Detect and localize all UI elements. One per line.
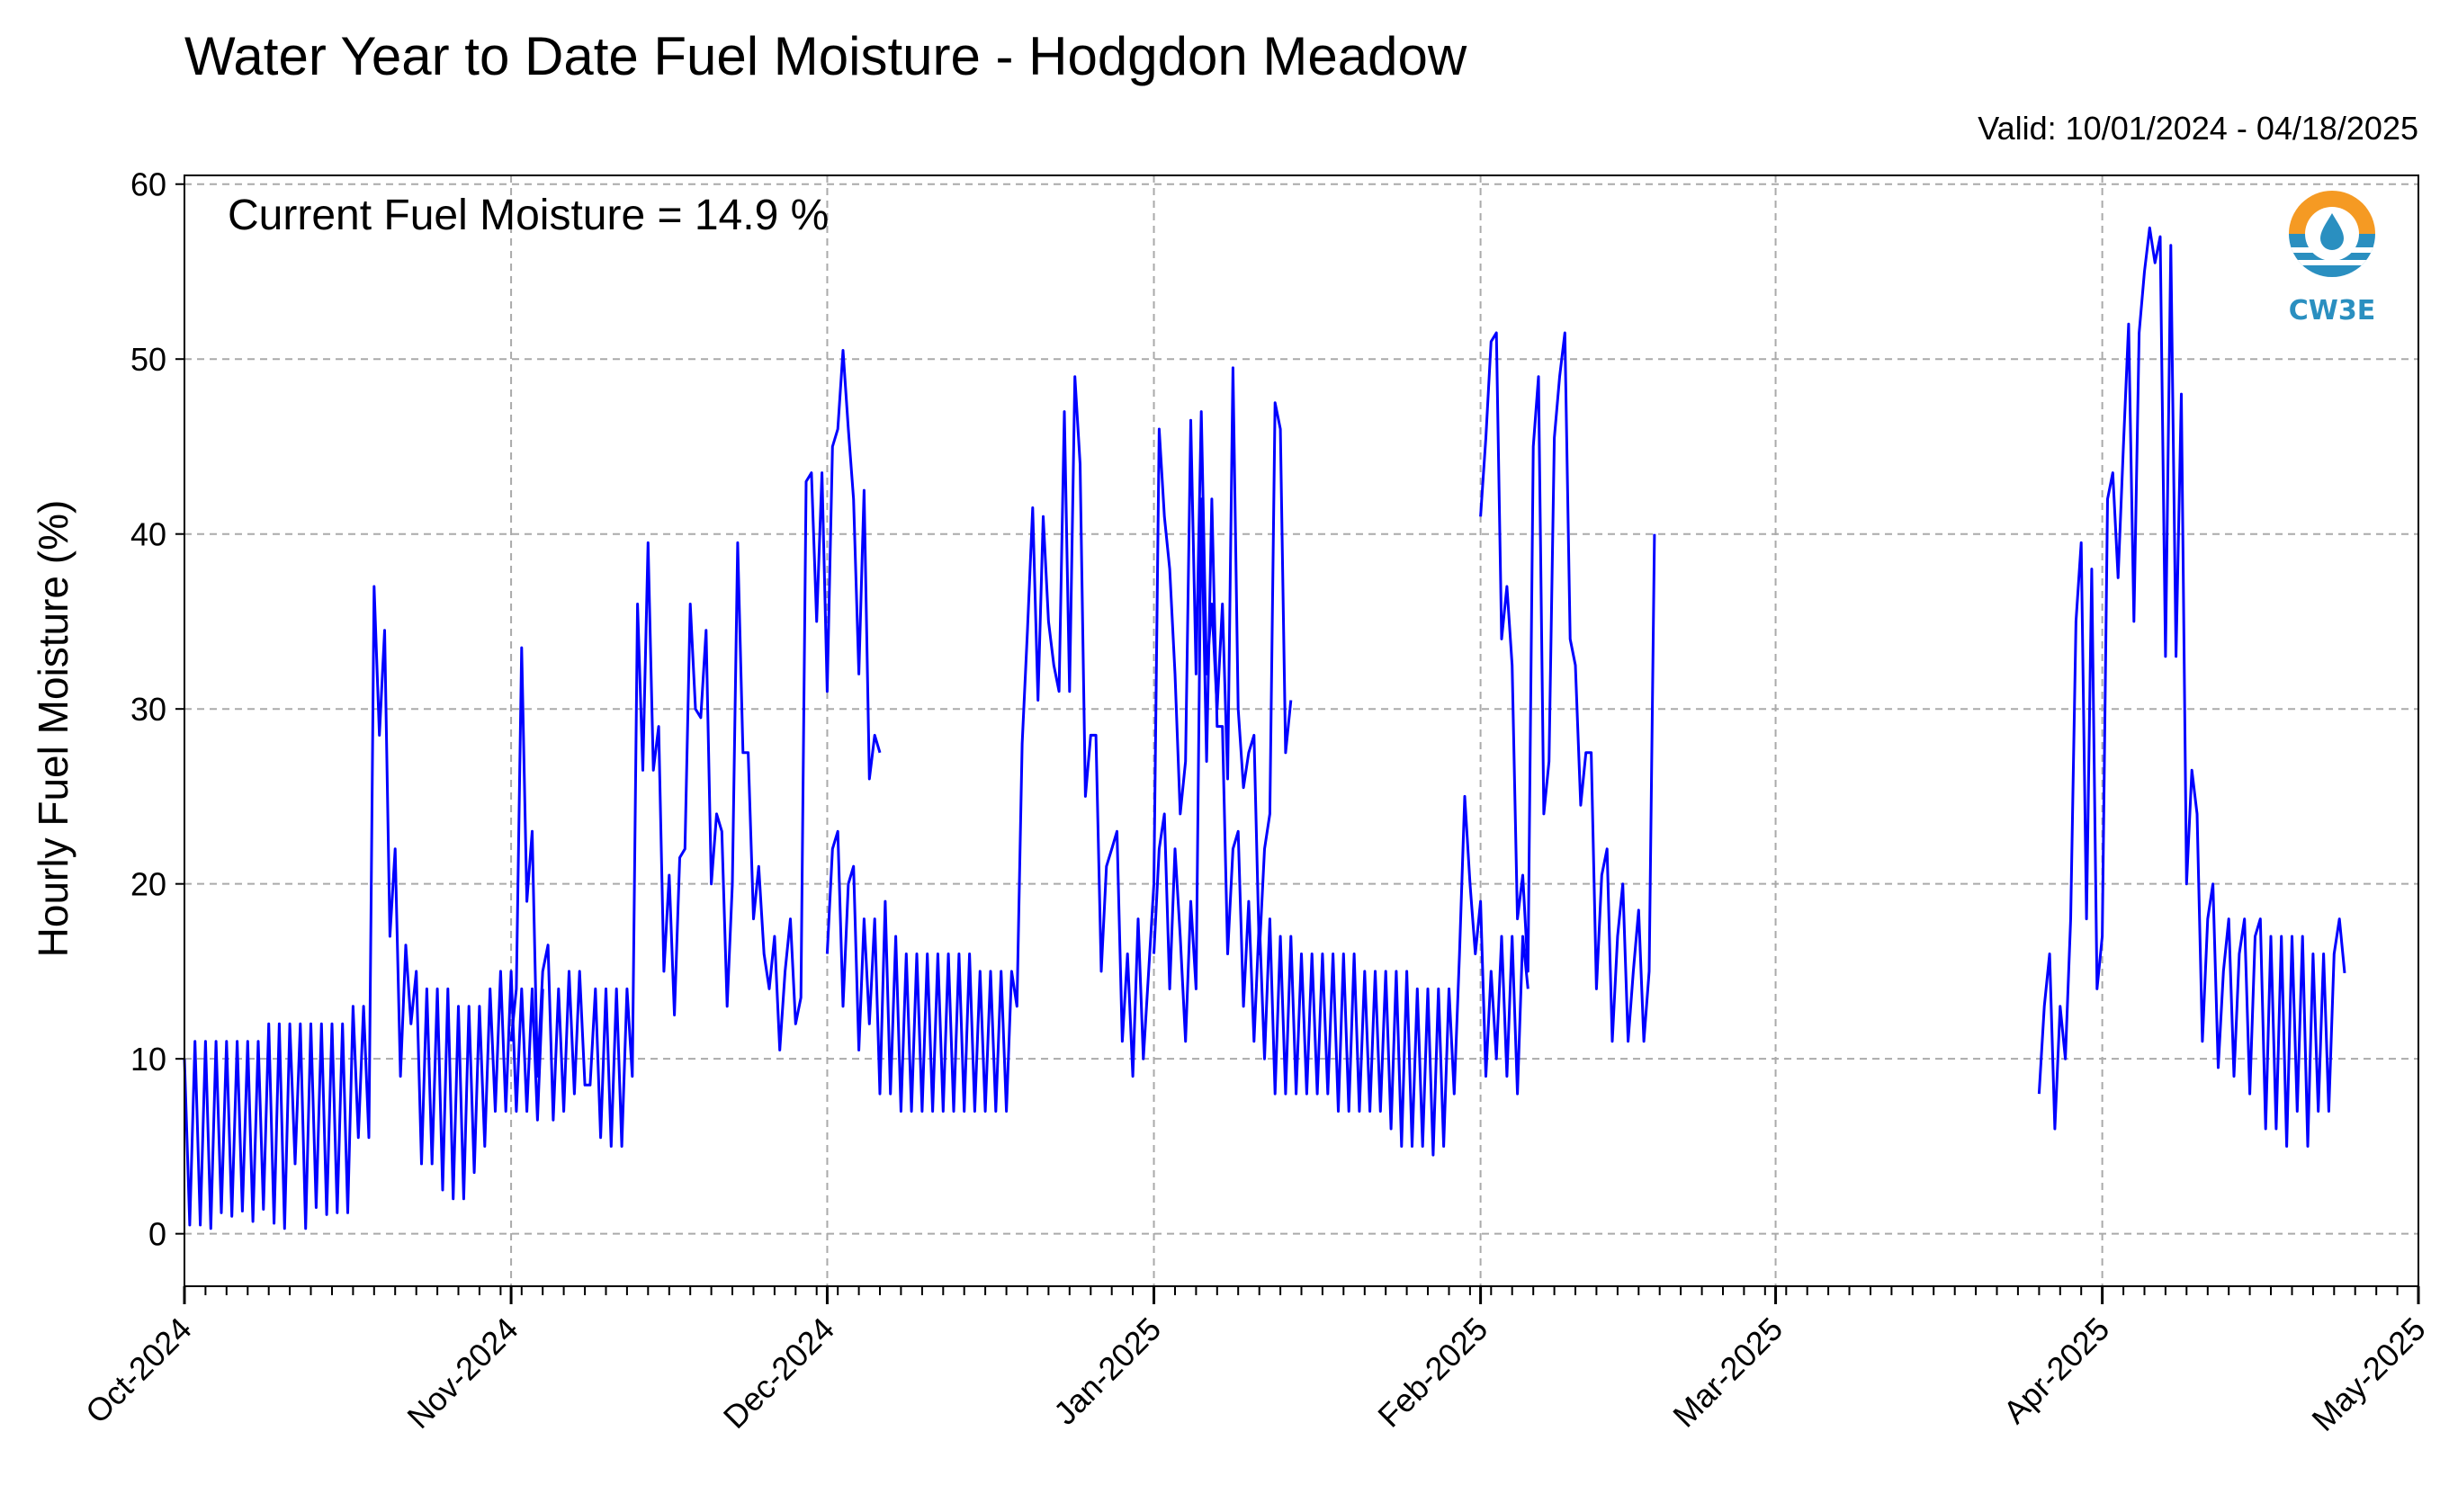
x-minor-ticks (184, 1286, 2419, 1295)
y-tick-label: 20 (130, 866, 166, 903)
x-tick-label: Oct-2024 (78, 1311, 199, 1431)
x-tick-label: Jan-2025 (1046, 1311, 1168, 1432)
series-layer (183, 226, 2346, 1230)
series-line-segment-0 (183, 585, 544, 1230)
series-line-segment-3 (1153, 497, 1530, 1157)
y-tick-label: 0 (148, 1216, 166, 1253)
chart-title: Water Year to Date Fuel Moisture - Hodgd… (184, 26, 1467, 86)
y-tick-label: 60 (130, 166, 166, 203)
series-line-segment-5 (2037, 226, 2346, 1148)
y-tick-label: 40 (130, 516, 166, 553)
valid-date-range: Valid: 10/01/2024 - 04/18/2025 (1978, 110, 2418, 147)
y-tick-label: 10 (130, 1041, 166, 1078)
y-axis-ticks: 0 10 20 30 40 50 60 (130, 166, 184, 1253)
x-tick-label: Nov-2024 (399, 1311, 525, 1436)
y-tick-label: 30 (130, 691, 166, 728)
y-tick-label: 50 (130, 341, 166, 378)
x-tick-label: May-2025 (2304, 1311, 2432, 1438)
series-line-segment-1 (509, 349, 882, 1148)
current-fuel-moisture-annotation: Current Fuel Moisture = 14.9 % (228, 192, 829, 239)
x-axis-ticks: Oct-2024 Nov-2024 Dec-2024 Jan-2025 Feb-2025… (78, 1286, 2433, 1438)
series-line-segment-4 (1479, 331, 1656, 1043)
x-tick-label: Apr-2025 (1996, 1311, 2117, 1431)
x-tick-label: Feb-2025 (1370, 1311, 1494, 1435)
x-tick-label: Dec-2024 (716, 1311, 841, 1436)
y-axis-label: Hourly Fuel Moisture (%) (30, 500, 76, 958)
x-tick-label: Mar-2025 (1665, 1311, 1790, 1435)
series-line-segment-2 (825, 366, 1293, 1113)
minor-ticks (184, 1286, 2419, 1295)
logo-text: CW3E (2289, 295, 2375, 327)
cw3e-logo: CW3E (2289, 191, 2375, 327)
